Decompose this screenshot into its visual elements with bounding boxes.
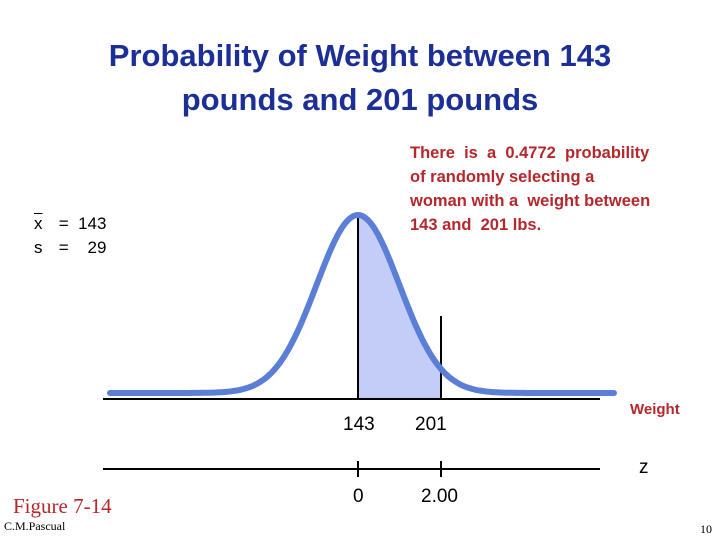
callout-line-3: woman with a weight between	[410, 192, 651, 210]
sd-value: = 29	[54, 238, 107, 257]
weight-tick-201: 201	[415, 414, 447, 435]
probability-callout: There is a 0.4772 probability of randoml…	[410, 141, 710, 237]
distribution-parameters: x = 143 s = 29	[34, 212, 106, 260]
mean-value: = 143	[54, 214, 107, 233]
weight-tick-143: 143	[343, 414, 375, 435]
figure-caption: Figure 7-14	[13, 494, 112, 518]
z-axis-label: z	[639, 457, 649, 478]
author-credit: C.M.Pascual	[4, 519, 66, 533]
sd-symbol: s	[34, 238, 43, 257]
mean-symbol: x	[34, 214, 43, 233]
mean-row: x = 143	[34, 212, 106, 236]
weight-axis-label: Weight	[630, 401, 680, 418]
z-tick-label-0: 0	[353, 486, 364, 507]
callout-line-4: 143 and 201 lbs.	[410, 216, 542, 234]
sd-row: s = 29	[34, 236, 106, 260]
z-tick-label-2: 2.00	[421, 486, 458, 507]
slide-title: Probability of Weight between 143 pounds…	[40, 34, 680, 122]
callout-line-2: of randomly selecting a	[410, 168, 595, 186]
shaded-probability-region	[358, 215, 441, 398]
callout-line-1: There is a 0.4772 probability	[410, 144, 650, 162]
title-line-1: Probability of Weight between 143	[108, 38, 612, 73]
page-number: 10	[700, 522, 712, 536]
title-line-2: pounds and 201 pounds	[181, 82, 539, 117]
normal-curve	[107, 211, 617, 396]
